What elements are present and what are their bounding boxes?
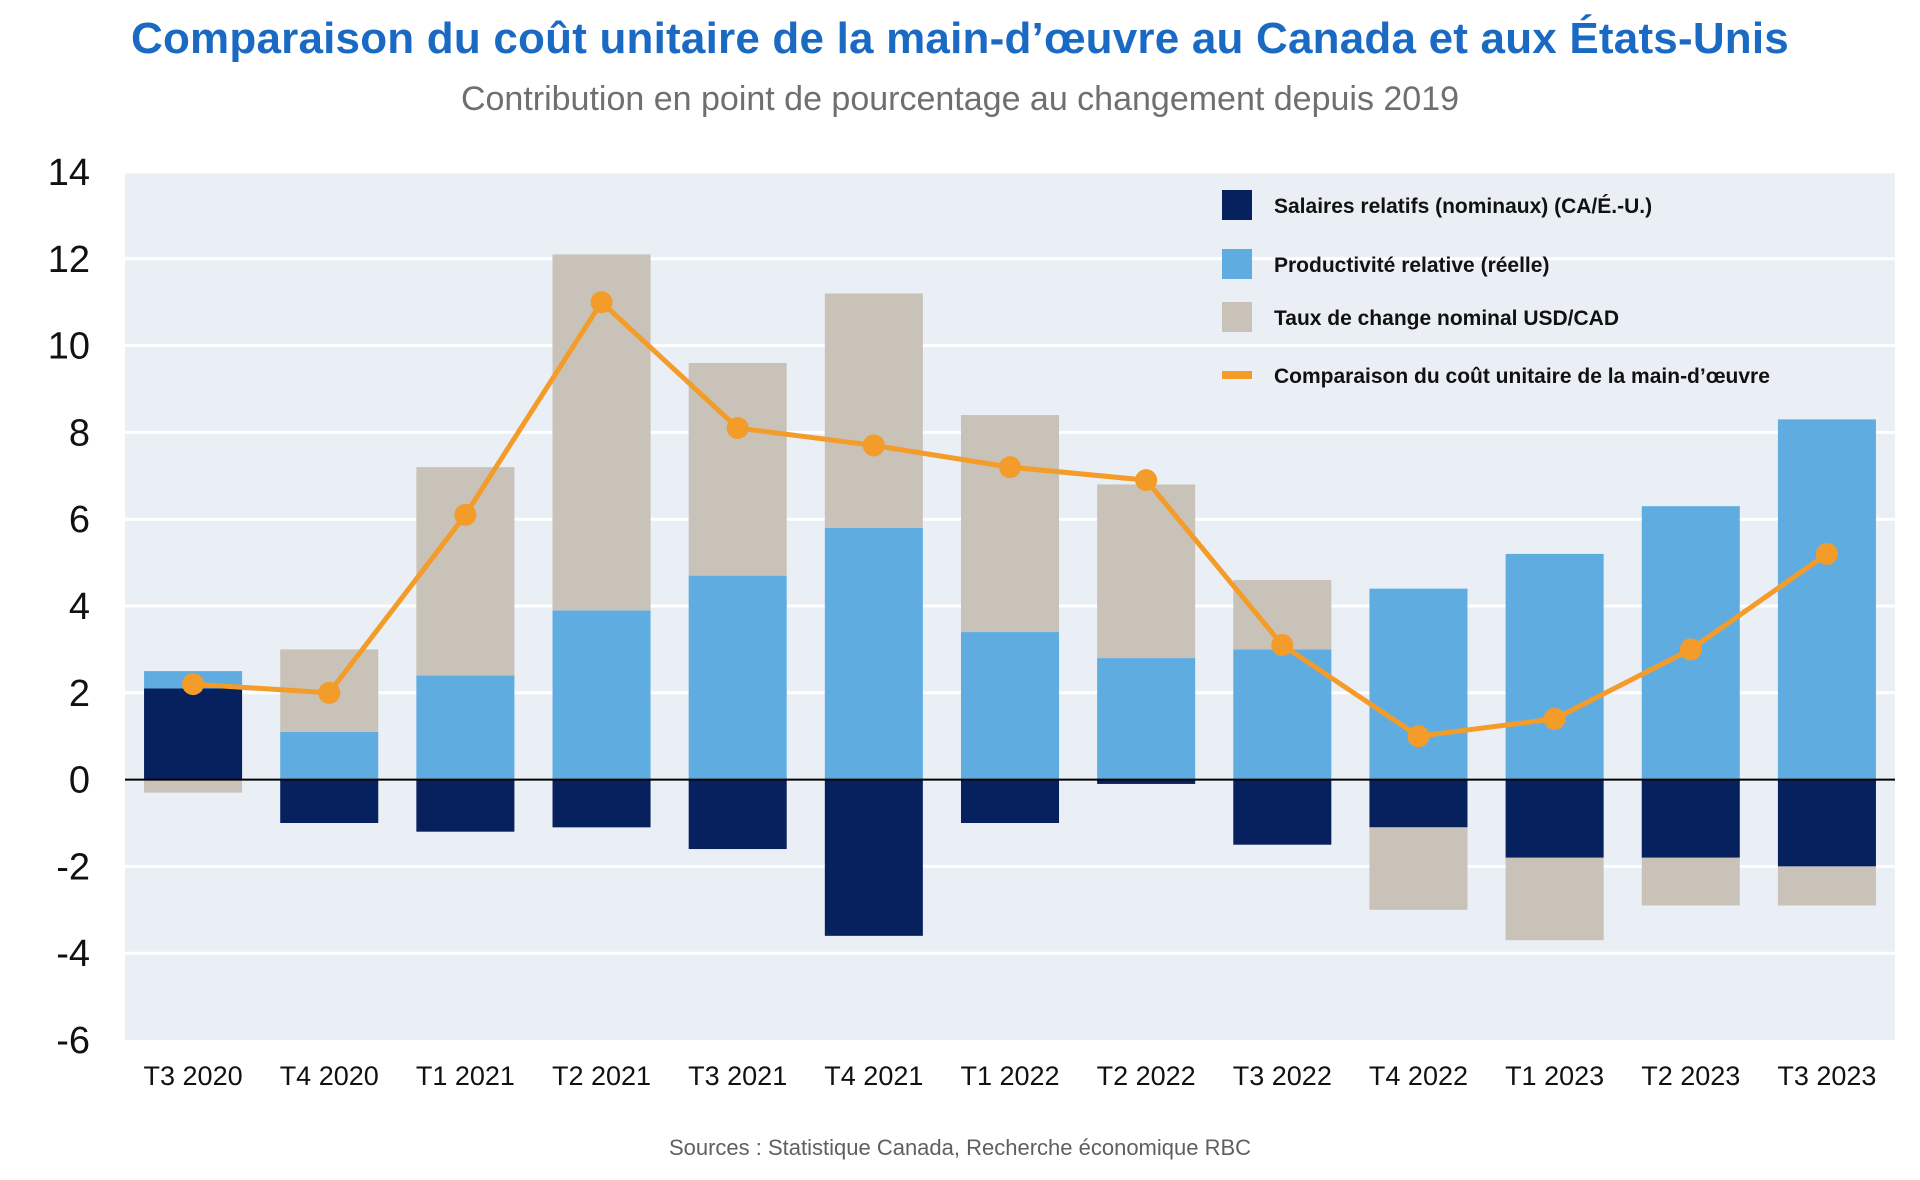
chart-title: Comparaison du coût unitaire de la main-… (131, 14, 1789, 63)
bar-taux-de-change-nominal-usd-cad (1097, 484, 1196, 659)
y-tick-label: 14 (48, 152, 90, 194)
line-point (182, 673, 205, 696)
line-point (1271, 634, 1294, 657)
bar-productivite-relative-reelle (280, 731, 379, 780)
line-point (590, 291, 613, 314)
bar-salaires-relatifs-nominaux-ca-e-u (416, 779, 515, 832)
legend-label: Salaires relatifs (nominaux) (CA/É.-U.) (1274, 195, 1652, 218)
bar-taux-de-change-nominal-usd-cad (1505, 857, 1604, 941)
y-axis-ticks: -6 -4 -2 0 2 4 6 8 10 12 14 (48, 152, 90, 1062)
chart-subtitle: Contribution en point de pourcentage au … (460, 80, 1460, 118)
x-tick-label: T2 2022 (1097, 1061, 1196, 1091)
y-tick-label: 6 (69, 499, 90, 541)
line-point (999, 456, 1021, 479)
bar-taux-de-change-nominal-usd-cad (960, 415, 1060, 633)
x-tick-label: T3 2023 (1777, 1061, 1876, 1091)
bar-productivite-relative-reelle (416, 675, 515, 780)
legend-swatch (1222, 302, 1252, 332)
x-tick-label: T1 2021 (416, 1061, 515, 1091)
bar-salaires-relatifs-nominaux-ca-e-u (1505, 779, 1604, 858)
bar-salaires-relatifs-nominaux-ca-e-u (1641, 779, 1740, 858)
bar-salaires-relatifs-nominaux-ca-e-u (280, 779, 379, 823)
x-tick-label: T1 2023 (1505, 1061, 1604, 1091)
bar-salaires-relatifs-nominaux-ca-e-u (688, 779, 787, 850)
bar-taux-de-change-nominal-usd-cad (824, 293, 923, 528)
bar-productivite-relative-reelle (688, 575, 787, 780)
line-point (1815, 542, 1838, 565)
legend-label: Productivité relative (réelle) (1274, 254, 1549, 277)
x-tick-label: T3 2022 (1233, 1061, 1332, 1091)
bar-productivite-relative-reelle (1505, 553, 1604, 780)
bar-salaires-relatifs-nominaux-ca-e-u (1097, 779, 1196, 784)
legend-label: Comparaison du coût unitaire de la main-… (1274, 365, 1770, 388)
bar-salaires-relatifs-nominaux-ca-e-u (1777, 779, 1876, 867)
bar-taux-de-change-nominal-usd-cad (1369, 827, 1468, 910)
bar-taux-de-change-nominal-usd-cad (1777, 866, 1876, 906)
legend-swatch (1222, 190, 1252, 220)
line-point (1135, 469, 1158, 492)
bar-productivite-relative-reelle (552, 610, 651, 780)
legend-label: Taux de change nominal USD/CAD (1274, 307, 1619, 330)
bar-salaires-relatifs-nominaux-ca-e-u (1369, 779, 1468, 828)
x-tick-label: T4 2021 (824, 1061, 923, 1091)
x-tick-label: T2 2021 (552, 1061, 651, 1091)
line-point (1407, 725, 1430, 748)
y-tick-label: 12 (48, 239, 90, 281)
bar-taux-de-change-nominal-usd-cad (1641, 857, 1740, 906)
line-point (1679, 638, 1702, 661)
bar-productivite-relative-reelle (1233, 649, 1332, 780)
y-tick-label: -4 (56, 933, 90, 975)
y-tick-label: -6 (56, 1020, 90, 1062)
line-series-group (182, 291, 1838, 748)
x-tick-label: T4 2020 (280, 1061, 379, 1091)
legend-swatch (1222, 249, 1252, 279)
y-tick-label: 0 (69, 760, 90, 802)
bar-productivite-relative-reelle (1097, 658, 1196, 780)
line-point (726, 417, 749, 440)
bar-salaires-relatifs-nominaux-ca-e-u (552, 779, 651, 828)
line-point (318, 681, 341, 704)
line-point (1543, 707, 1566, 730)
y-tick-label: -2 (56, 846, 90, 888)
y-tick-label: 8 (69, 412, 90, 454)
line-point (862, 434, 885, 457)
bar-salaires-relatifs-nominaux-ca-e-u (960, 779, 1060, 823)
x-tick-label: T2 2023 (1641, 1061, 1740, 1091)
y-tick-label: 4 (69, 586, 90, 628)
bar-group (144, 254, 1876, 941)
x-tick-label: T3 2021 (688, 1061, 787, 1091)
bar-productivite-relative-reelle (1369, 588, 1468, 780)
legend-line-swatch (1222, 371, 1252, 379)
bar-salaires-relatifs-nominaux-ca-e-u (1233, 779, 1332, 845)
x-tick-label: T3 2020 (144, 1061, 243, 1091)
y-tick-label: 2 (69, 673, 90, 715)
sources-note: Sources : Statistique Canada, Recherche … (668, 1135, 1252, 1160)
legend: Salaires relatifs (nominaux) (CA/É.-U.) P… (1222, 190, 1770, 388)
bar-taux-de-change-nominal-usd-cad (144, 779, 243, 793)
bar-taux-de-change-nominal-usd-cad (416, 467, 515, 676)
y-tick-label: 10 (48, 326, 90, 368)
bar-productivite-relative-reelle (824, 527, 923, 780)
x-tick-label: T1 2022 (960, 1061, 1059, 1091)
bar-productivite-relative-reelle (960, 632, 1060, 780)
x-tick-label: T4 2022 (1369, 1061, 1468, 1091)
line-point (454, 503, 477, 526)
x-axis-ticks: T3 2020 T4 2020 T1 2021 T2 2021 T3 2021 T4 20… (144, 1061, 1877, 1091)
bar-taux-de-change-nominal-usd-cad (552, 254, 651, 611)
bar-salaires-relatifs-nominaux-ca-e-u (144, 688, 243, 780)
bar-salaires-relatifs-nominaux-ca-e-u (824, 779, 923, 936)
bar-productivite-relative-reelle (1777, 419, 1876, 780)
